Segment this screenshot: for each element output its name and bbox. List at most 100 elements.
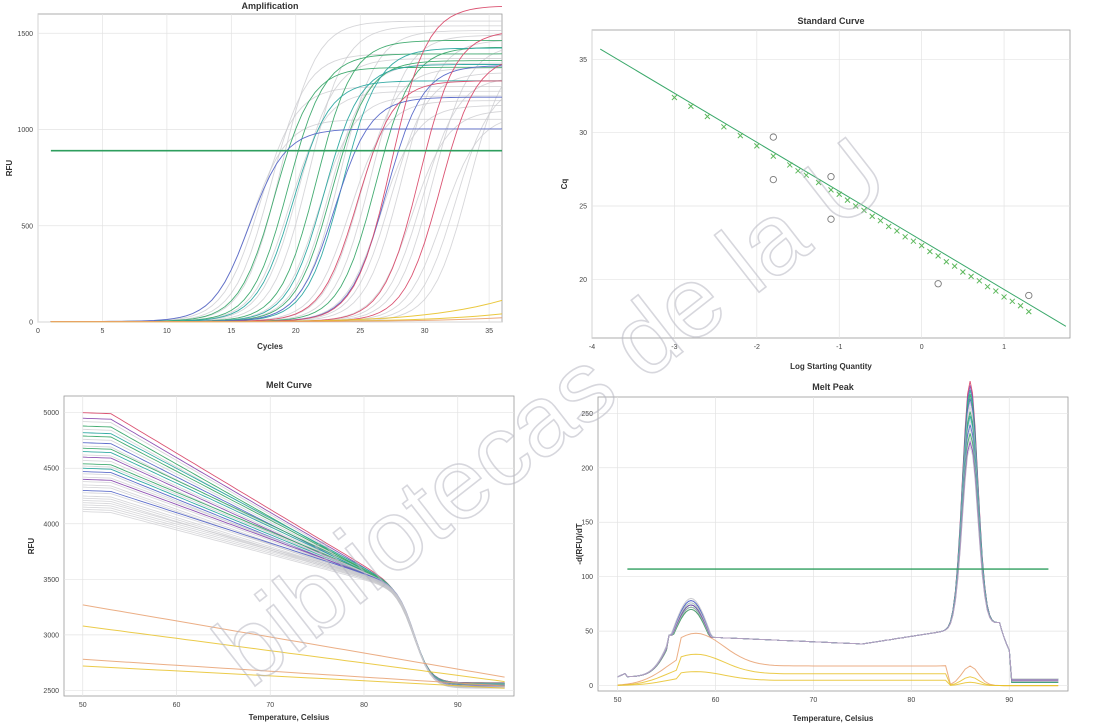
melt-peak-xtick-label: 60: [712, 697, 720, 704]
amplification-xtick-label: 5: [100, 328, 104, 335]
standard-curve-unknown-point: [769, 175, 777, 184]
standard-point-stroke: [828, 187, 834, 193]
standard-curve-xtick-label: -1: [836, 344, 842, 351]
melt-peak-ytick-label: 150: [581, 520, 593, 527]
standard-point-stroke: [885, 223, 892, 230]
melt-peak-panel: 0 50 100 150 200 250 50 60 70 80 90 Melt Peak Temper…: [575, 381, 1069, 723]
standard-point-stroke: [943, 258, 950, 265]
melt-curve-xtick-label: 80: [360, 702, 368, 709]
standard-curve-standard-point: [671, 94, 678, 101]
standard-curve-standard-point: [753, 143, 760, 149]
melt-peak-curve-gray: [617, 444, 1059, 680]
melt-curve-ytick-label: 4500: [43, 466, 59, 473]
standard-curve-standard-point: [786, 162, 793, 168]
standard-curve-standard-point: [885, 223, 892, 230]
standard-point-stroke: [770, 153, 777, 159]
standard-curve-xtick-label: -3: [671, 344, 677, 351]
standard-point-stroke: [935, 253, 941, 259]
melt-curve-xlabel: Temperature, Celsius: [249, 713, 330, 722]
standard-point-stroke: [704, 113, 711, 120]
standard-curve-standard-point: [1009, 298, 1016, 305]
amplification-ytick-label: 0: [29, 320, 33, 327]
standard-point-stroke: [869, 213, 876, 220]
melt-curve-low-orange: [82, 658, 505, 687]
standard-curve-standard-point: [943, 258, 950, 265]
melt-peak-ylabel: -d(RFU)/dT: [575, 523, 584, 564]
standard-curve-standard-point: [795, 167, 801, 174]
melt-peak-xtick-label: 80: [907, 697, 915, 704]
standard-point-stroke: [671, 94, 678, 101]
standard-curve-plot-area: [591, 29, 1071, 339]
melt-peak-ytick-label: 0: [589, 683, 593, 690]
standard-point-stroke: [894, 228, 900, 234]
amplification-panel: 0 500 1000 1500 0 5 10 15 20 25 30 35 Amplification C…: [5, 1, 503, 351]
standard-point-stroke: [918, 242, 925, 249]
standard-curve-standard-point: [968, 273, 974, 280]
standard-curve-standard-point: [869, 213, 876, 220]
amplification-xtick-label: 35: [485, 328, 493, 335]
standard-curve-xlabel: Log Starting Quantity: [790, 362, 872, 371]
amplification-xtick-label: 25: [356, 328, 364, 335]
amplification-title: Amplification: [241, 1, 298, 11]
amplification-ytick-label: 500: [21, 223, 33, 230]
standard-curve-ytick-label: 25: [579, 204, 587, 211]
standard-curve-standard-point: [927, 248, 933, 255]
standard-point-stroke: [984, 283, 991, 290]
amplification-xtick-label: 15: [227, 328, 235, 335]
standard-curve-standard-point: [951, 263, 958, 269]
standard-curve-standard-point: [992, 288, 999, 294]
melt-peak-ytick-label: 200: [581, 465, 593, 472]
standard-curve-unknown-point: [1025, 291, 1033, 300]
standard-point-stroke: [927, 248, 933, 255]
standard-point-stroke: [786, 162, 793, 168]
melt-peak-plot-area: [597, 396, 1069, 692]
melt-curve-ytick-label: 3500: [43, 577, 59, 584]
standard-curve-standard-point: [828, 187, 834, 193]
standard-curve-standard-point: [935, 253, 941, 259]
melt-peak-low-yellow: [617, 671, 1059, 687]
standard-point-stroke: [803, 172, 810, 179]
standard-curve-unknown-point: [827, 215, 835, 223]
standard-curve-standard-point: [704, 113, 711, 120]
amplification-xlabel: Cycles: [257, 342, 283, 351]
melt-curve-low-yellow: [82, 665, 505, 689]
standard-curve-title: Standard Curve: [797, 16, 864, 26]
standard-curve-standard-point: [803, 172, 810, 179]
standard-curve-standard-point: [1017, 302, 1024, 309]
amplification-xtick-label: 10: [163, 328, 171, 335]
standard-curve-standard-point: [844, 197, 851, 203]
amplification-ylabel: RFU: [5, 160, 14, 177]
amplification-xtick-label: 0: [36, 328, 40, 335]
melt-curve-xtick-label: 50: [79, 702, 87, 709]
standard-point-stroke: [688, 103, 694, 110]
standard-curve-standard-point: [877, 217, 884, 224]
standard-curve-standard-point: [960, 269, 966, 275]
standard-curve-xtick-label: -2: [754, 344, 760, 351]
standard-curve-ytick-label: 30: [579, 130, 587, 137]
standard-curve-standard-point: [1025, 308, 1032, 315]
melt-peak-xlabel: Temperature, Celsius: [793, 714, 874, 723]
melt-curve-xtick-label: 70: [266, 702, 274, 709]
melt-curve-ytick-label: 5000: [43, 410, 59, 417]
standard-point-stroke: [1001, 294, 1007, 300]
standard-point-stroke: [737, 132, 744, 139]
standard-curve-unknown-point: [827, 173, 835, 181]
standard-point-stroke: [951, 263, 958, 269]
standard-point-stroke: [1017, 302, 1024, 309]
standard-point-stroke: [795, 167, 801, 174]
melt-peak-xtick-label: 70: [810, 697, 818, 704]
melt-curve-ytick-label: 4000: [43, 521, 59, 528]
standard-point-stroke: [1025, 308, 1032, 315]
standard-curve-xtick-label: 1: [1002, 344, 1006, 351]
standard-point-stroke: [852, 203, 859, 209]
melt-curve-low-orange: [82, 604, 505, 678]
melt-curve-low-yellow: [82, 625, 505, 683]
amplification-baseline-curve: [50, 317, 503, 323]
standard-curve-standard-point: [770, 153, 777, 159]
standard-curve-standard-point: [910, 238, 917, 245]
standard-point-stroke: [721, 123, 727, 130]
standard-curve-unknown-point: [769, 133, 777, 141]
standard-curve-standard-point: [688, 103, 694, 110]
standard-curve-standard-point: [1001, 294, 1007, 300]
